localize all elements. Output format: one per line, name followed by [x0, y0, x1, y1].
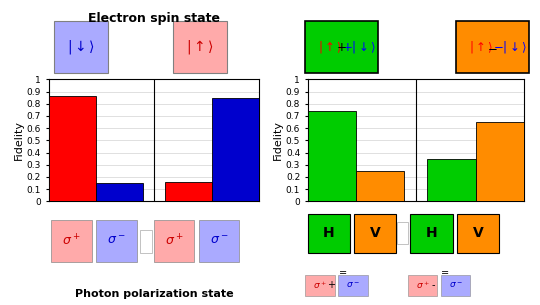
Bar: [49, 96, 96, 201]
Text: $-|\downarrow\rangle$: $-|\downarrow\rangle$: [493, 39, 526, 55]
Text: $\sigma^+$: $\sigma^+$: [165, 233, 184, 249]
Bar: [476, 122, 524, 201]
Text: $\sigma^-$: $\sigma^-$: [449, 280, 462, 290]
Text: $+|\downarrow\rangle$: $+|\downarrow\rangle$: [341, 39, 375, 55]
Text: $\sigma^-$: $\sigma^-$: [107, 235, 126, 247]
Text: $-$: $-$: [488, 41, 498, 54]
Bar: [165, 182, 212, 201]
Text: H: H: [323, 226, 335, 240]
Text: =: =: [441, 268, 450, 278]
Text: $|\uparrow\rangle$: $|\uparrow\rangle$: [318, 39, 341, 55]
Text: V: V: [370, 226, 381, 240]
Bar: [212, 98, 259, 201]
Bar: [356, 171, 404, 201]
Text: $\sigma^+$: $\sigma^+$: [416, 279, 429, 291]
Text: +: +: [327, 280, 335, 290]
Text: $+$: $+$: [336, 41, 347, 54]
Text: V: V: [472, 226, 483, 240]
Text: Electron spin state: Electron spin state: [88, 12, 220, 25]
Text: $|\uparrow\rangle$: $|\uparrow\rangle$: [469, 39, 493, 55]
Text: $\sigma^-$: $\sigma^-$: [346, 280, 360, 290]
Text: Photon polarization state: Photon polarization state: [75, 289, 233, 299]
Bar: [96, 183, 143, 201]
Text: $\sigma^-$: $\sigma^-$: [210, 235, 228, 247]
Y-axis label: Fidelity: Fidelity: [273, 120, 283, 160]
Text: H: H: [426, 226, 437, 240]
Text: =: =: [339, 268, 347, 278]
Text: -: -: [432, 280, 435, 290]
Bar: [427, 159, 476, 201]
Y-axis label: Fidelity: Fidelity: [14, 120, 24, 160]
Text: $\sigma^+$: $\sigma^+$: [62, 233, 81, 249]
Text: $|\downarrow\rangle$: $|\downarrow\rangle$: [67, 38, 95, 56]
Text: $\sigma^+$: $\sigma^+$: [313, 279, 327, 291]
Bar: [308, 111, 356, 201]
Text: $|\uparrow\rangle$: $|\uparrow\rangle$: [186, 38, 214, 56]
